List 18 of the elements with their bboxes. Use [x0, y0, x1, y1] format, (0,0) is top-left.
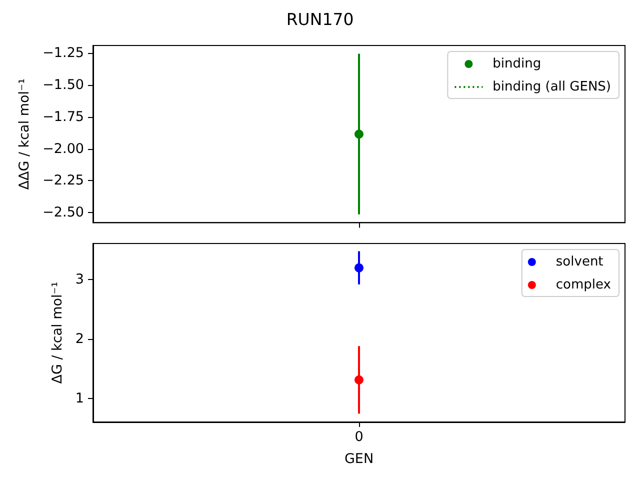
y-tick-label: −2.00	[42, 140, 84, 157]
legend-label: complex	[556, 278, 612, 292]
legend-label: solvent	[556, 254, 604, 270]
y-tick-label: −1.50	[42, 77, 84, 94]
chart-title: RUN170	[286, 10, 354, 29]
y-tick-label: −1.25	[42, 45, 84, 62]
y-tick-label: −2.25	[42, 172, 84, 189]
x-tick-label: 0	[354, 429, 364, 445]
y-axis-title: ΔG / kcal mol⁻¹	[50, 282, 66, 384]
y-tick-label: −1.75	[42, 108, 84, 125]
y-tick-label: 1	[75, 390, 84, 406]
legend-label: binding (all GENS)	[492, 80, 612, 94]
x-axis-title: GEN	[344, 451, 374, 467]
y-axis-title: ΔΔG / kcal mol⁻¹	[16, 78, 33, 190]
y-tick-label: 3	[75, 272, 84, 288]
legend-label: binding	[492, 56, 542, 72]
y-tick-label: −2.50	[42, 204, 84, 220]
y-tick-label: 2	[75, 330, 84, 347]
